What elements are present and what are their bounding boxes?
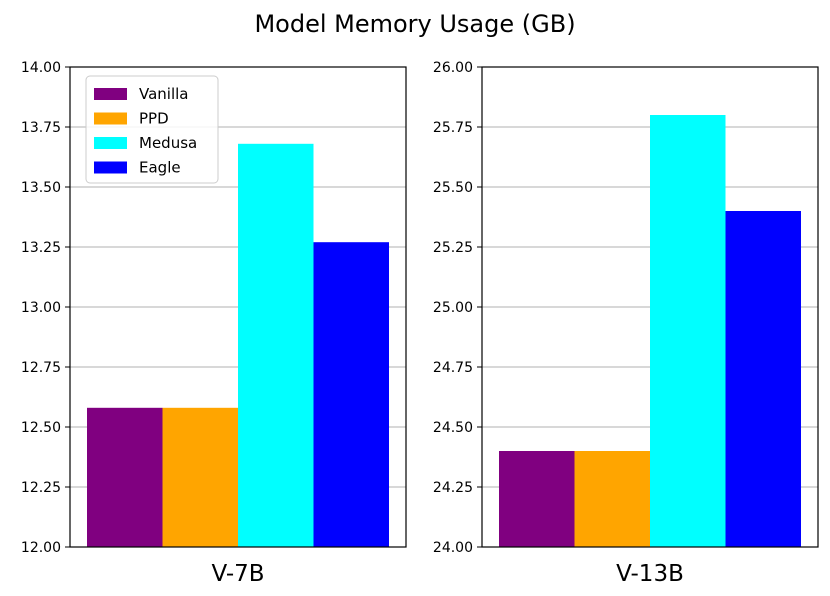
legend-box <box>85 75 219 184</box>
y-tick-label: 13.50 <box>21 180 61 196</box>
panel-2: 24.00 24.25 24.50 24.75 25.00 25.25 25.50 25.75… <box>433 60 819 587</box>
chart-panels: 12.00 12.25 12.50 12.75 13.00 13.25 13.50 13.75… <box>21 60 819 587</box>
bar-medusa <box>650 115 726 547</box>
y-tick-label: 13.00 <box>21 300 61 316</box>
y-tick-label: 26.00 <box>433 60 473 76</box>
y-tick-label: 12.25 <box>21 480 61 496</box>
y-tick-label: 14.00 <box>21 60 61 76</box>
bar-eagle <box>725 211 801 547</box>
legend-swatch-medusa <box>94 137 127 149</box>
y-tick-label: 24.50 <box>433 420 473 436</box>
y-tick-label: 24.00 <box>433 540 473 556</box>
legend-label-medusa: Medusa <box>139 134 197 152</box>
legend-swatch-ppd <box>94 112 127 125</box>
y-tick-label: 12.75 <box>21 360 61 376</box>
y-tick-label: 12.50 <box>21 420 61 436</box>
y-tick-label: 25.75 <box>433 120 473 136</box>
figure-title: Model Memory Usage (GB) <box>254 10 575 38</box>
legend-label-ppd: PPD <box>139 110 169 128</box>
y-tick-label: 24.75 <box>433 360 473 376</box>
x-category-label: V-7B <box>211 561 264 587</box>
bar-medusa <box>238 143 314 548</box>
y-tick-label: 25.00 <box>433 300 473 316</box>
y-tick-label: 13.75 <box>21 120 61 136</box>
bar-ppd <box>162 407 238 547</box>
x-category-label: V-13B <box>616 561 684 587</box>
bar-vanilla <box>87 407 163 547</box>
legend-label-eagle: Eagle <box>139 159 181 177</box>
legend-swatch-vanilla <box>94 88 127 100</box>
y-tick-label: 12.00 <box>21 540 61 556</box>
legend-label-vanilla: Vanilla <box>139 85 189 103</box>
legend-swatch-eagle <box>94 161 127 174</box>
y-tick-label: 25.50 <box>433 180 473 196</box>
y-tick-label: 13.25 <box>21 240 61 256</box>
y-tick-label: 25.25 <box>433 240 473 256</box>
bar-ppd <box>574 451 650 547</box>
legend: Vanilla PPD Medusa Eagle <box>85 75 219 184</box>
panel-1: 12.00 12.25 12.50 12.75 13.00 13.25 13.50 13.75… <box>21 60 407 587</box>
bar-vanilla <box>499 451 575 547</box>
y-tick-label: 24.25 <box>433 480 473 496</box>
bar-eagle <box>313 242 389 547</box>
